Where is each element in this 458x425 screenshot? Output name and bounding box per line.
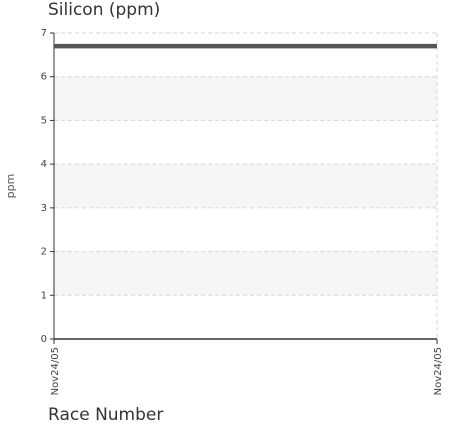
axes <box>50 32 438 344</box>
x-tick-label: Nov24/05 <box>50 347 61 395</box>
x-axis-label: Race Number <box>48 405 164 425</box>
y-tick-label: 0 <box>41 334 47 345</box>
y-tick-label: 6 <box>41 72 47 83</box>
y-axis-label: ppm <box>4 174 17 199</box>
grid-band <box>54 76 437 121</box>
y-tick-label: 3 <box>41 203 47 214</box>
x-tick-label: Nov24/05 <box>433 347 444 395</box>
chart-title: Silicon (ppm) <box>48 0 161 20</box>
y-tick-label: 1 <box>41 290 47 301</box>
grid-band <box>54 251 437 296</box>
grid-band <box>54 164 437 208</box>
alternating-bands <box>54 76 437 296</box>
x-tick-labels: Nov24/05 Nov24/05 <box>50 347 444 395</box>
y-tick-label: 5 <box>41 115 47 126</box>
y-tick-label: 2 <box>41 247 47 258</box>
y-tick-label: 7 <box>41 28 47 39</box>
y-tick-labels: 0 1 2 3 4 5 6 7 <box>41 28 47 345</box>
y-tick-label: 4 <box>41 159 47 170</box>
